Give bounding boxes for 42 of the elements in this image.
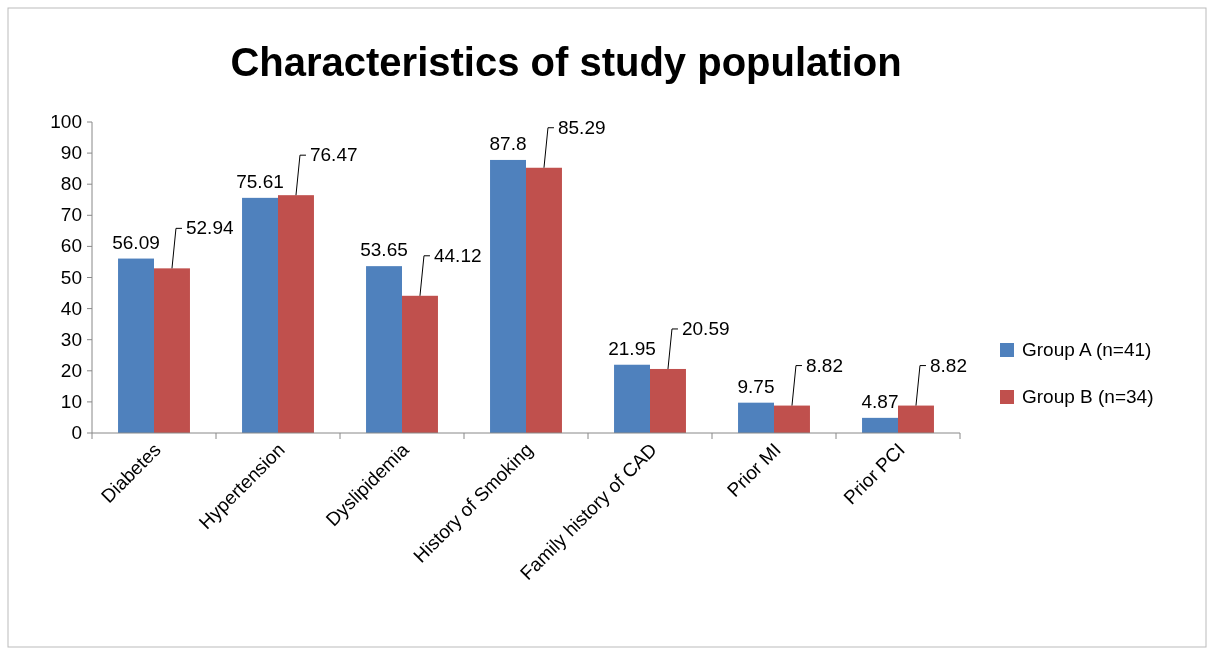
data-label: 44.12	[433, 244, 482, 266]
chart-title: Characteristics of study population	[230, 40, 902, 84]
data-label: 20.59	[681, 317, 730, 339]
bar	[118, 258, 154, 433]
data-label: 87.8	[489, 132, 527, 154]
bar	[402, 295, 438, 433]
bar	[650, 368, 686, 433]
data-label: 8.82	[929, 354, 967, 376]
data-label: 21.95	[608, 337, 656, 359]
y-tick-label: 10	[60, 390, 82, 412]
bar	[526, 167, 562, 433]
bar	[154, 268, 190, 433]
y-tick-label: 30	[60, 328, 82, 350]
data-label: 85.29	[557, 116, 606, 138]
y-tick-label: 100	[50, 111, 82, 132]
bar	[490, 159, 526, 433]
y-tick-label: 80	[60, 173, 82, 195]
y-tick-label: 70	[60, 204, 82, 226]
data-label: 56.09	[112, 231, 160, 253]
y-tick-label: 0	[71, 422, 82, 443]
bar	[862, 417, 898, 433]
y-tick-label: 90	[60, 142, 82, 164]
data-label: 9.75	[737, 375, 775, 397]
legend-label: Group A (n=41)	[1022, 339, 1152, 360]
data-label: 8.82	[805, 354, 843, 376]
y-tick-label: 40	[60, 297, 82, 319]
bar	[614, 364, 650, 433]
data-label: 4.87	[861, 390, 899, 412]
y-tick-label: 60	[60, 235, 82, 257]
bar	[242, 197, 278, 433]
bar	[366, 266, 402, 433]
data-label: 53.65	[360, 239, 408, 261]
bar	[898, 405, 934, 433]
y-tick-label: 20	[60, 359, 82, 381]
bar	[774, 405, 810, 433]
bar	[278, 195, 314, 433]
legend-label: Group B (n=34)	[1022, 386, 1154, 407]
data-label: 76.47	[309, 144, 358, 166]
data-label: 52.94	[185, 217, 234, 239]
y-tick-label: 50	[60, 266, 82, 288]
bar	[738, 402, 774, 433]
data-label: 75.61	[236, 170, 284, 192]
